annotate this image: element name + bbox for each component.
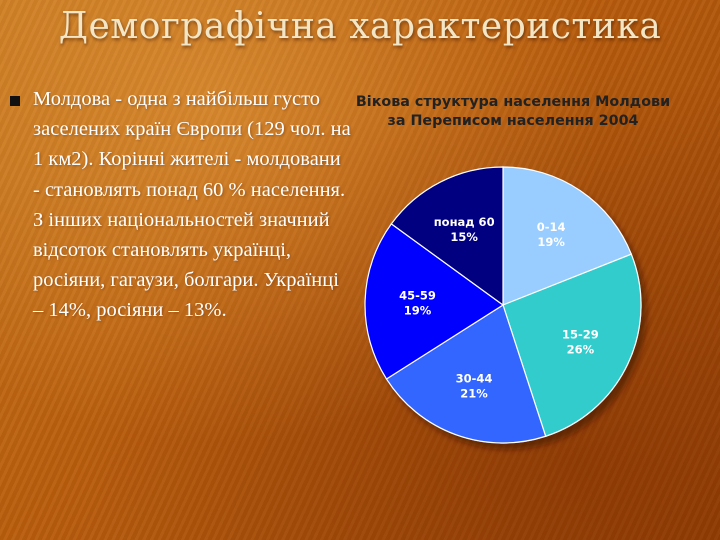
chart-title-line-2: за Переписом населення 2004 xyxy=(387,113,639,129)
pie-slice-0 xyxy=(502,166,633,306)
chart-title: Вікова структура населення Молдови за Пе… xyxy=(340,93,686,131)
bullet-text: Молдова - одна з найбільш густо заселени… xyxy=(33,88,351,322)
slide-title: Демографічна характеристика xyxy=(58,6,662,47)
pie-slice-label-1: 26% xyxy=(567,342,595,356)
chart-title-line-1: Вікова структура населення Молдови xyxy=(355,94,671,110)
pie-slice-3 xyxy=(364,223,505,380)
pie-slice-2 xyxy=(385,304,547,444)
pie-slice-name-0: 0-14 xyxy=(537,220,566,234)
pie-slice-label-4: 15% xyxy=(450,230,478,244)
pie-slice-label-3: 19% xyxy=(404,303,432,317)
pie-slice-1 xyxy=(502,253,642,438)
pie-slice-4 xyxy=(390,166,504,307)
pie-slice-label-0: 19% xyxy=(537,235,565,249)
pie-slice-label-2: 21% xyxy=(460,387,488,401)
pie-slice-name-3: 45-59 xyxy=(399,288,436,302)
pie-slice-name-4: понад 60 xyxy=(434,215,495,229)
pie-slice-name-1: 15-29 xyxy=(562,327,599,341)
pie-slice-name-2: 30-44 xyxy=(456,372,493,386)
bullet-square-icon xyxy=(10,96,20,106)
